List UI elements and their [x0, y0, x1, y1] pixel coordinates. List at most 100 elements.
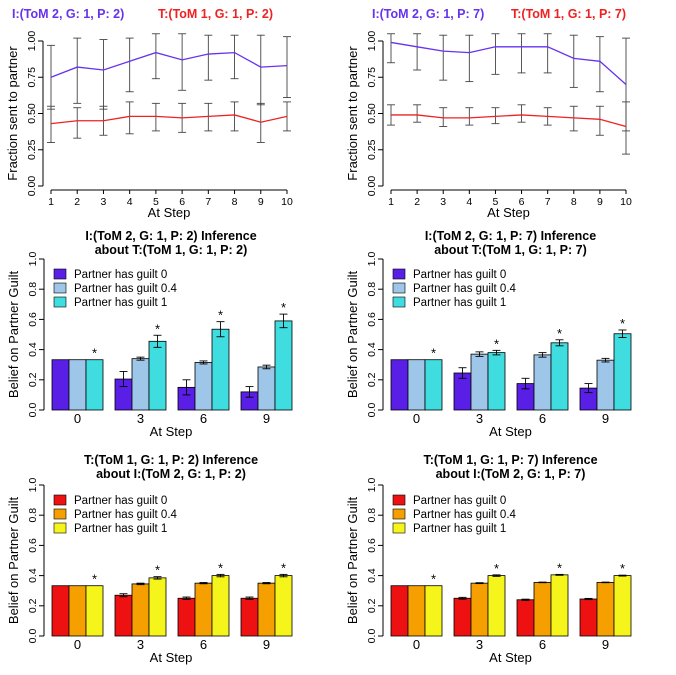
bar	[274, 320, 293, 411]
y-tick-label: 0.2	[27, 372, 39, 387]
bar	[579, 598, 598, 637]
series-line-2	[391, 114, 627, 128]
x-axis-label: At Step	[148, 205, 191, 220]
legend-label: Partner has guilt 0.4	[413, 283, 517, 295]
y-tick-label: 0.4	[27, 342, 39, 357]
chart-title-line: I:(ToM 2, G: 1, P: 2) Inference	[85, 229, 256, 243]
y-axis-label: Belief on Partner Guilt	[6, 497, 21, 625]
bar	[211, 328, 230, 411]
bar	[240, 597, 259, 637]
bar	[424, 585, 443, 637]
chart-title-part: T:(ToM 1, G: 1, P: 2)	[158, 7, 273, 21]
chart-title-line: about I:(ToM 2, G: 1, P: 2)	[96, 467, 246, 481]
chart-title-line: I:(ToM 2, G: 1, P: 7) Inference	[425, 229, 596, 243]
y-tick-label: 0.2	[366, 598, 378, 613]
significance-star: *	[155, 563, 160, 578]
legend-label: Partner has guilt 1	[413, 523, 506, 535]
x-tick-label: 1	[388, 196, 394, 208]
x-tick-label: 10	[620, 196, 632, 208]
x-tick-label: 6	[539, 411, 546, 426]
bar	[211, 575, 230, 637]
y-tick-label: 0.75	[26, 67, 38, 88]
y-tick-label: 0.6	[27, 538, 39, 553]
significance-star: *	[431, 572, 436, 587]
legend-label: Partner has guilt 0.4	[74, 509, 178, 521]
line-chart-1: I:(ToM 2, G: 1, P: 2) T:(ToM 1, G: 1, P: …	[5, 7, 293, 220]
significance-star: *	[494, 336, 499, 351]
bar	[390, 359, 409, 411]
bar	[487, 352, 506, 411]
significance-star: *	[155, 321, 160, 336]
x-tick-label: 9	[263, 411, 270, 426]
bar	[68, 585, 87, 637]
y-tick-label: 0.4	[366, 342, 378, 357]
bar	[596, 581, 615, 637]
y-tick-label: 0.75	[366, 67, 378, 88]
legend-swatch	[53, 508, 67, 520]
chart-title-line: about T:(ToM 1, G: 1, P: 2)	[95, 243, 248, 257]
chart-title-part: I:(ToM 2, G: 1, P: 7)	[372, 7, 484, 21]
bar	[533, 581, 552, 637]
y-tick-label: 0.50	[366, 103, 378, 124]
significance-star: *	[620, 561, 625, 576]
legend-label: Partner has guilt 0.4	[74, 283, 178, 295]
bar	[550, 574, 569, 637]
chart-title-line: about I:(ToM 2, G: 1, P: 7)	[436, 467, 586, 481]
x-tick-label: 9	[258, 196, 264, 208]
bar	[596, 359, 615, 411]
bar	[85, 359, 104, 411]
x-axis-label: At Step	[489, 424, 532, 439]
y-tick-label: 1.0	[27, 478, 39, 493]
x-tick-label: 0	[74, 637, 81, 652]
bar	[257, 582, 276, 637]
x-tick-label: 9	[602, 411, 609, 426]
series-line-1	[50, 51, 288, 78]
legend-label: Partner has guilt 0	[413, 495, 506, 507]
x-tick-label: 3	[137, 411, 144, 426]
x-tick-label: 7	[545, 196, 551, 208]
bar	[453, 597, 472, 637]
y-tick-label: 0.4	[27, 568, 39, 583]
y-tick-label: 0.8	[27, 282, 39, 297]
bar	[257, 366, 276, 411]
x-tick-label: 3	[137, 637, 144, 652]
x-tick-label: 6	[200, 637, 207, 652]
x-tick-label: 1	[48, 196, 54, 208]
bar	[533, 354, 552, 411]
bar	[194, 362, 213, 411]
x-tick-label: 4	[466, 196, 472, 208]
x-tick-label: 0	[74, 411, 81, 426]
y-tick-label: 1.0	[366, 478, 378, 493]
legend-swatch	[392, 522, 406, 534]
legend-label: Partner has guilt 0.4	[413, 509, 517, 521]
x-axis-label: At Step	[489, 650, 532, 665]
legend-swatch	[53, 296, 67, 308]
series-line-2	[50, 114, 288, 125]
x-tick-label: 8	[571, 196, 577, 208]
significance-star: *	[557, 326, 562, 341]
x-tick-label: 2	[414, 196, 420, 208]
y-tick-label: 0.0	[27, 629, 39, 644]
x-axis-label: At Step	[150, 650, 193, 665]
bar	[148, 340, 167, 411]
y-tick-label: 0.0	[27, 403, 39, 418]
y-axis-label: Fraction sent to partner	[5, 46, 20, 181]
y-tick-label: 1.00	[26, 31, 38, 52]
chart-title-line: about T:(ToM 1, G: 1, P: 7)	[434, 243, 587, 257]
significance-star: *	[557, 560, 562, 575]
x-tick-label: 6	[200, 411, 207, 426]
y-axis-label: Fraction sent to partner	[345, 46, 360, 181]
y-tick-label: 0.25	[366, 139, 378, 160]
x-tick-label: 0	[413, 637, 420, 652]
bar	[51, 585, 70, 637]
y-tick-label: 0.00	[366, 176, 378, 197]
y-tick-label: 0.6	[366, 538, 378, 553]
y-tick-label: 1.0	[27, 252, 39, 267]
x-tick-label: 9	[263, 637, 270, 652]
x-tick-label: 3	[476, 411, 483, 426]
y-tick-label: 0.0	[366, 403, 378, 418]
